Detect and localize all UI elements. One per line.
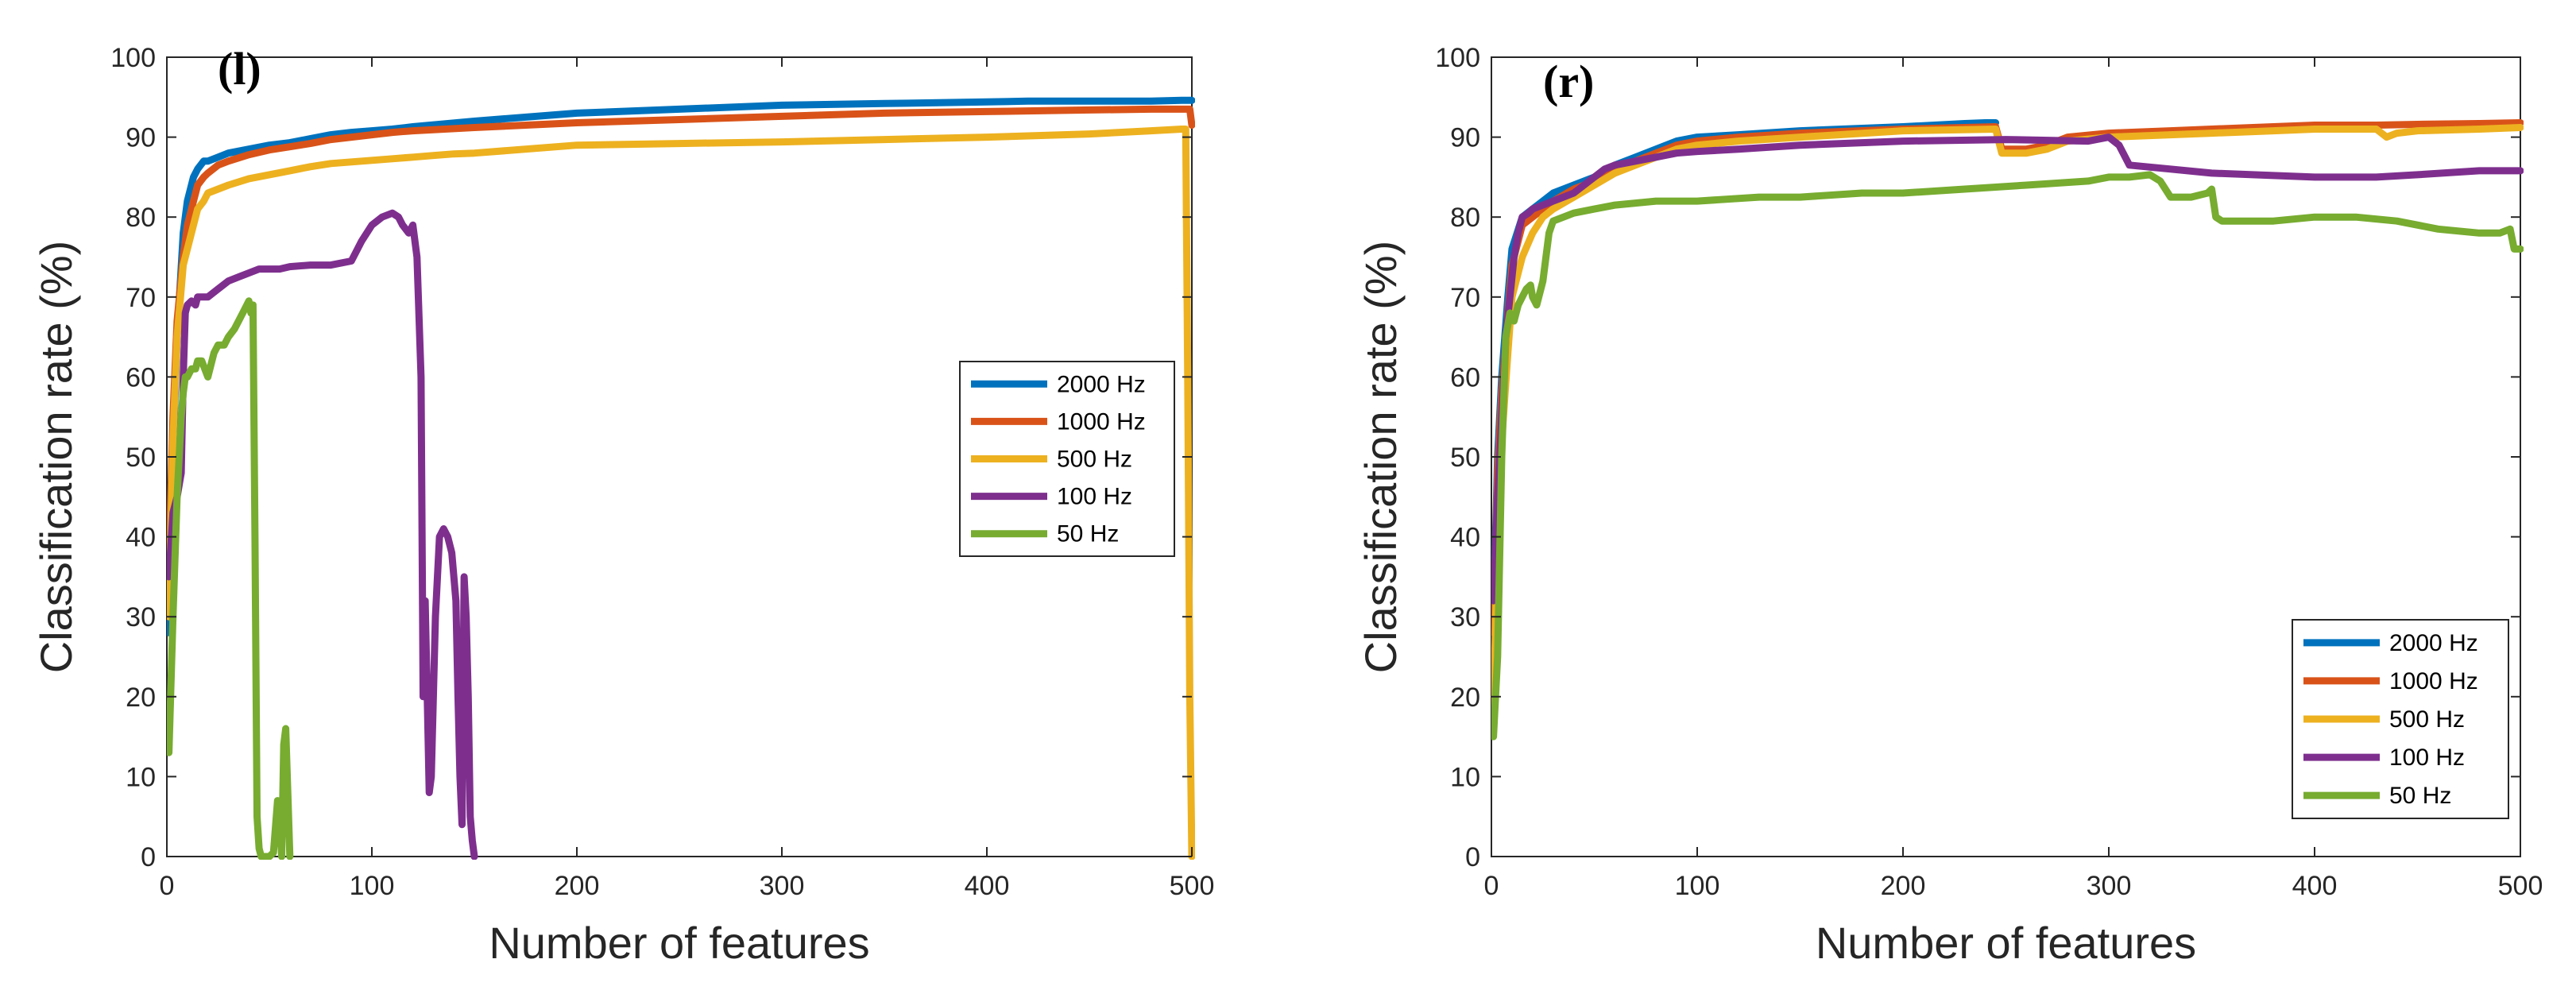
- y-tick-label: 90: [1450, 123, 1480, 153]
- series-line-500-hz: [167, 126, 1195, 860]
- y-tick-label: 50: [1450, 443, 1480, 473]
- y-tick-label: 100: [110, 43, 156, 73]
- y-tick-label: 70: [1450, 283, 1480, 313]
- legend-entry-1000-hz: 1000 Hz: [1057, 408, 1146, 435]
- series-line-100-hz: [1491, 133, 2524, 605]
- y-tick-label: 10: [1450, 762, 1480, 792]
- y-axis-label: Classification rate (%): [1356, 241, 1406, 674]
- legend-entry-50-hz: 50 Hz: [1057, 521, 1119, 547]
- legend-entry-500-hz: 500 Hz: [1057, 447, 1132, 473]
- y-tick-label: 80: [1450, 203, 1480, 233]
- series-line-100-hz: [167, 209, 478, 860]
- y-tick-label: 0: [141, 842, 156, 872]
- y-tick-label: 40: [1450, 523, 1480, 553]
- series-group: [1491, 119, 2524, 741]
- x-tick-label: 0: [1484, 871, 1499, 901]
- y-axis-label: Classification rate (%): [31, 241, 81, 674]
- legend-entry-100-hz: 100 Hz: [2389, 745, 2465, 771]
- y-tick-label: 30: [126, 602, 156, 632]
- series-line-50-hz: [167, 297, 294, 860]
- x-tick-label: 500: [1170, 871, 1215, 901]
- y-tick-label: 70: [126, 283, 156, 313]
- panel-right-chart: 0 100 200 300 400 500 0 10 20 30 40 50 60 70 80 90 100 Nu…: [1356, 43, 2543, 968]
- x-tick-label: 100: [1675, 871, 1720, 901]
- legend-entry-1000-hz: 1000 Hz: [2389, 668, 2478, 694]
- x-tick-label: 0: [160, 871, 175, 901]
- series-line-500-hz: [1491, 124, 2524, 717]
- legend: 2000 Hz 1000 Hz 500 Hz 100 Hz 50 Hz: [959, 361, 1175, 557]
- series-line-1000-hz: [1491, 119, 2524, 636]
- panel-label: (r): [1543, 56, 1594, 107]
- y-tick-label: 10: [126, 762, 156, 792]
- x-tick-label: 200: [555, 871, 600, 901]
- legend-entry-50-hz: 50 Hz: [2389, 783, 2451, 809]
- x-tick-label: 400: [965, 871, 1010, 901]
- series-line-50-hz: [1491, 171, 2524, 741]
- legend: 2000 Hz 1000 Hz 500 Hz 100 Hz 50 Hz: [2292, 619, 2509, 819]
- y-tick-label: 0: [1465, 842, 1480, 872]
- y-tick-label: 20: [126, 683, 156, 713]
- y-tick-label: 30: [1450, 602, 1480, 632]
- y-tick-label: 50: [126, 443, 156, 473]
- legend-entry-2000-hz: 2000 Hz: [2389, 630, 2478, 656]
- y-tick-label: 20: [1450, 683, 1480, 713]
- x-axis-label: Number of features: [1816, 918, 2196, 968]
- x-tick-label: 200: [1881, 871, 1926, 901]
- x-tick-label: 100: [350, 871, 395, 901]
- panel-label: (l): [218, 43, 261, 95]
- x-tick-label: 300: [2087, 871, 2132, 901]
- series-line-2000-hz: [167, 96, 1195, 636]
- x-tick-label: 300: [760, 871, 805, 901]
- x-tick-label: 500: [2498, 871, 2543, 901]
- legend-entry-100-hz: 100 Hz: [1057, 484, 1132, 510]
- y-tick-label: 100: [1435, 43, 1480, 73]
- legend-entry-2000-hz: 2000 Hz: [1057, 371, 1146, 397]
- y-tick-label: 80: [126, 203, 156, 233]
- y-tick-label: 60: [126, 362, 156, 393]
- series-line-1000-hz: [167, 105, 1195, 573]
- y-tick-label: 90: [126, 123, 156, 153]
- y-tick-label: 40: [126, 523, 156, 553]
- x-axis-label: Number of features: [489, 918, 869, 968]
- legend-entry-500-hz: 500 Hz: [2389, 706, 2465, 733]
- x-tick-label: 400: [2292, 871, 2338, 901]
- series-group: [167, 96, 1195, 860]
- y-tick-label: 60: [1450, 362, 1480, 393]
- panel-left-chart: 0 100 200 300 400 500 0 10 20 30 40 50 60 70 80 90 100 Nu…: [31, 43, 1214, 968]
